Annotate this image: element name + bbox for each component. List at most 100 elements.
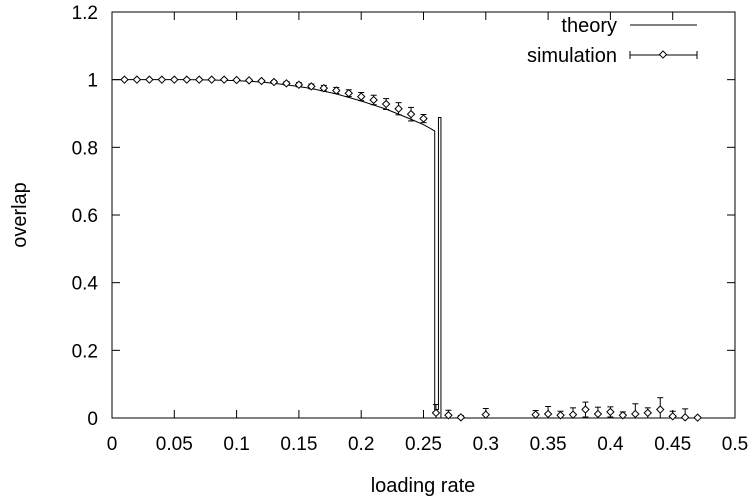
y-tick-label: 0.4 bbox=[72, 274, 99, 295]
simulation-point bbox=[556, 410, 565, 420]
simulation-point bbox=[294, 80, 304, 89]
diamond-marker bbox=[406, 109, 416, 119]
simulation-point bbox=[194, 75, 204, 84]
diamond-marker bbox=[693, 413, 702, 422]
x-tick-label: 0.25 bbox=[405, 434, 442, 455]
diamond-marker bbox=[157, 75, 167, 84]
simulation-point bbox=[356, 92, 366, 102]
diamond-marker bbox=[531, 410, 540, 419]
simulation-point bbox=[631, 403, 640, 419]
simulation-point bbox=[132, 75, 142, 84]
diamond-marker bbox=[655, 405, 665, 414]
diamond-marker bbox=[369, 95, 378, 105]
legend: theory simulation bbox=[527, 15, 698, 67]
diamond-marker bbox=[631, 409, 640, 419]
simulation-point bbox=[257, 76, 266, 86]
diamond-marker bbox=[394, 104, 403, 114]
simulation-point bbox=[655, 397, 665, 418]
diamond-marker bbox=[232, 75, 241, 85]
simulation-point bbox=[269, 77, 279, 87]
diamond-marker bbox=[132, 75, 142, 84]
x-tick-label: 0.35 bbox=[530, 434, 567, 455]
x-tick-label: 0.1 bbox=[223, 434, 249, 455]
simulation-point bbox=[207, 75, 216, 84]
diamond-marker bbox=[120, 75, 129, 84]
simulation-point bbox=[244, 76, 254, 85]
simulation-point bbox=[531, 410, 540, 419]
legend-label-theory: theory bbox=[561, 15, 617, 37]
simulation-point bbox=[282, 79, 291, 88]
x-axis-label: loading rate bbox=[371, 475, 476, 497]
diamond-marker bbox=[556, 411, 565, 420]
diamond-marker bbox=[456, 413, 466, 422]
diamond-marker bbox=[593, 409, 603, 419]
simulation-point bbox=[568, 407, 578, 419]
x-tick-label: 0.5 bbox=[722, 434, 748, 455]
plot-frame bbox=[111, 11, 736, 419]
y-tick-label: 0 bbox=[87, 409, 98, 430]
simulation-point bbox=[456, 413, 466, 422]
x-tick-label: 0.15 bbox=[280, 434, 317, 455]
diamond-marker bbox=[332, 86, 341, 95]
diamond-marker bbox=[282, 79, 291, 88]
diamond-marker bbox=[419, 114, 428, 123]
diamond-marker bbox=[543, 409, 553, 419]
simulation-point bbox=[643, 407, 653, 418]
simulation-point bbox=[381, 98, 391, 110]
diamond-marker bbox=[244, 76, 254, 85]
simulation-point bbox=[618, 411, 628, 420]
x-tick-label: 0.3 bbox=[473, 434, 499, 455]
theory-line bbox=[112, 79, 735, 419]
diamond-marker bbox=[356, 92, 366, 101]
simulation-point bbox=[543, 405, 553, 419]
y-tick-label: 0.8 bbox=[72, 138, 98, 159]
legend-label-simulation: simulation bbox=[527, 45, 617, 67]
diamond-marker bbox=[680, 413, 690, 422]
simulation-point bbox=[369, 94, 378, 106]
simulation-point bbox=[593, 406, 603, 419]
diamond-marker bbox=[257, 76, 266, 86]
diamond-marker bbox=[606, 407, 615, 417]
x-tick-label: 0.45 bbox=[654, 434, 691, 455]
simulation-point bbox=[668, 410, 677, 421]
simulation-point bbox=[431, 403, 441, 418]
diamond-marker bbox=[643, 408, 653, 418]
diamond-marker bbox=[344, 88, 353, 98]
simulation-point bbox=[232, 75, 241, 85]
simulation-point bbox=[444, 409, 453, 420]
diamond-marker bbox=[307, 82, 316, 91]
diamond-marker bbox=[219, 75, 229, 84]
diamond-marker bbox=[668, 412, 677, 421]
simulation-point bbox=[170, 75, 179, 84]
simulation-point bbox=[481, 408, 491, 419]
simulation-point bbox=[680, 408, 690, 422]
diamond-marker bbox=[618, 411, 628, 420]
simulation-point bbox=[120, 75, 129, 84]
diamond-marker bbox=[294, 80, 304, 89]
diamond-marker bbox=[269, 77, 279, 87]
diamond-marker bbox=[444, 411, 453, 420]
diamond-marker bbox=[319, 83, 329, 93]
diamond-marker bbox=[194, 75, 204, 84]
simulation-point bbox=[157, 75, 167, 84]
x-tick-label: 0.05 bbox=[156, 434, 193, 455]
simulation-point bbox=[419, 114, 428, 124]
series bbox=[112, 75, 735, 422]
x-tick-label: 0.4 bbox=[597, 434, 624, 455]
simulation-point bbox=[693, 413, 702, 422]
x-tick-label: 0 bbox=[107, 434, 118, 455]
simulation-point bbox=[581, 401, 590, 418]
y-tick-label: 0.6 bbox=[72, 206, 98, 227]
y-tick-label: 1 bbox=[87, 71, 98, 92]
diamond-marker bbox=[381, 99, 391, 109]
diamond-marker bbox=[581, 405, 590, 414]
simulation-point bbox=[219, 75, 229, 84]
simulation-point bbox=[332, 86, 341, 95]
y-tick-label: 0.2 bbox=[72, 341, 98, 362]
y-tick-label: 1.2 bbox=[72, 3, 98, 24]
simulation-point bbox=[307, 82, 316, 91]
diamond-marker bbox=[481, 410, 491, 419]
simulation-point bbox=[145, 75, 154, 84]
diamond-marker bbox=[170, 75, 179, 84]
